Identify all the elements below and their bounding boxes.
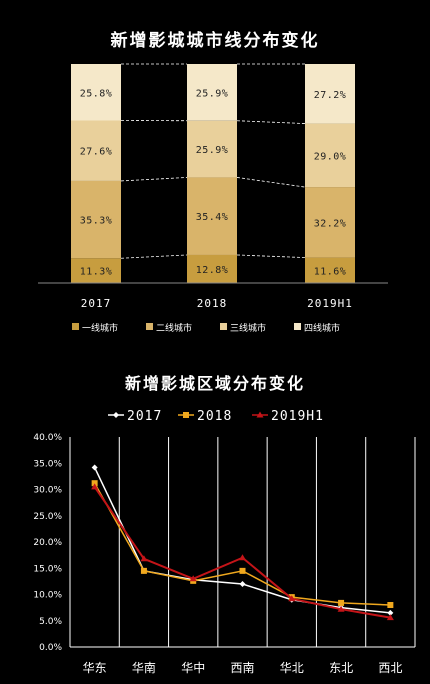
data-point <box>288 596 295 603</box>
y-tick-label: 0.0% <box>39 643 62 653</box>
legend-entry: 2018 <box>197 409 232 424</box>
data-point <box>239 554 246 561</box>
data-point <box>387 602 394 608</box>
data-point <box>140 567 147 574</box>
data-point <box>189 575 197 582</box>
legend-entry: 一线城市 <box>82 322 118 334</box>
bar-data-label: 35.4% <box>196 212 229 223</box>
data-point <box>288 594 295 601</box>
y-tick-label: 20.0% <box>33 538 62 548</box>
connector-line <box>236 177 306 188</box>
bar-data-label: 32.2% <box>314 218 347 229</box>
legend-marker <box>113 412 119 418</box>
series-line <box>93 482 391 606</box>
legend-swatch <box>72 323 79 330</box>
data-point <box>190 577 197 584</box>
legend-swatch <box>294 323 301 330</box>
data-point <box>91 480 98 487</box>
bar-data-label: 35.3% <box>80 216 113 227</box>
bar-data-label: 11.6% <box>314 266 347 277</box>
data-point <box>190 576 197 583</box>
bar-data-label: 11.3% <box>80 267 113 278</box>
legend-entry: 三线城市 <box>230 322 266 334</box>
data-point <box>140 567 147 574</box>
connector-line <box>236 254 306 258</box>
x-tick-label: 西南 <box>230 660 254 675</box>
y-tick-label: 25.0% <box>33 512 62 522</box>
x-tick-label: 华中 <box>181 660 205 675</box>
line-chart-title: 新增影城区域分布变化 <box>124 374 305 393</box>
data-point <box>239 567 246 574</box>
bar-segment <box>71 258 121 283</box>
data-point <box>338 599 345 606</box>
bar-data-label: 29.0% <box>314 151 347 162</box>
y-tick-label: 10.0% <box>33 591 62 601</box>
y-tick-label: 15.0% <box>33 564 62 574</box>
legend-swatch <box>220 323 227 330</box>
x-tick-label: 华北 <box>280 661 304 675</box>
bar-segment <box>71 64 121 121</box>
legend-marker <box>256 411 264 418</box>
bar-data-label: 25.9% <box>196 88 229 99</box>
x-tick-label: 2019H1 <box>307 297 353 310</box>
bar-data-label: 27.6% <box>80 147 113 158</box>
legend-entry: 二线城市 <box>156 322 192 334</box>
bar-segment <box>71 120 121 181</box>
x-tick-label: 华南 <box>132 660 156 675</box>
bar-data-label: 25.9% <box>196 145 229 156</box>
data-point <box>386 614 394 621</box>
legend-entry: 2019H1 <box>271 409 324 424</box>
data-point <box>91 464 98 471</box>
bar-segment <box>187 254 237 283</box>
connector-line <box>120 177 188 182</box>
connector-line <box>236 120 306 124</box>
bar-segment <box>71 180 121 259</box>
bar-segment <box>187 64 237 121</box>
bar-segment <box>305 64 355 124</box>
bar-segment <box>187 120 237 178</box>
bar-data-label: 25.8% <box>80 88 113 99</box>
stacked-bar-chart: 11.3% 35.3% 27.6% 25.8% 2017 12.8% 35.4% 25.9% 2… <box>38 63 388 334</box>
bar-segment <box>305 187 355 258</box>
x-tick-label: 西北 <box>378 661 402 675</box>
y-tick-label: 35.0% <box>33 459 62 469</box>
legend-entry: 2017 <box>127 409 162 424</box>
x-tick-label: 东北 <box>329 661 353 675</box>
bar-segment <box>305 257 355 283</box>
legend-marker <box>183 412 189 418</box>
data-point <box>91 483 99 490</box>
bar-data-label: 27.2% <box>314 90 347 101</box>
data-point <box>239 581 246 587</box>
legend-swatch <box>146 323 153 330</box>
series-line <box>93 486 391 619</box>
x-tick-label: 华东 <box>83 661 107 675</box>
bar-segment <box>305 123 355 188</box>
data-point <box>387 609 394 616</box>
y-tick-label: 30.0% <box>33 486 62 496</box>
bar-chart-title: 新增影城城市线分布变化 <box>110 31 320 51</box>
y-tick-label: 40.0% <box>33 433 62 443</box>
x-tick-label: 2018 <box>197 297 228 310</box>
y-tick-label: 5.0% <box>39 617 62 627</box>
bar-segment <box>187 177 237 255</box>
series-line <box>93 467 391 614</box>
data-point <box>337 605 345 612</box>
connector-line <box>120 254 188 259</box>
data-point <box>338 604 345 611</box>
data-point <box>288 595 296 602</box>
legend-entry: 四线城市 <box>304 322 340 334</box>
x-tick-label: 2017 <box>81 297 112 310</box>
bar-data-label: 12.8% <box>196 265 229 276</box>
data-point <box>140 555 148 562</box>
